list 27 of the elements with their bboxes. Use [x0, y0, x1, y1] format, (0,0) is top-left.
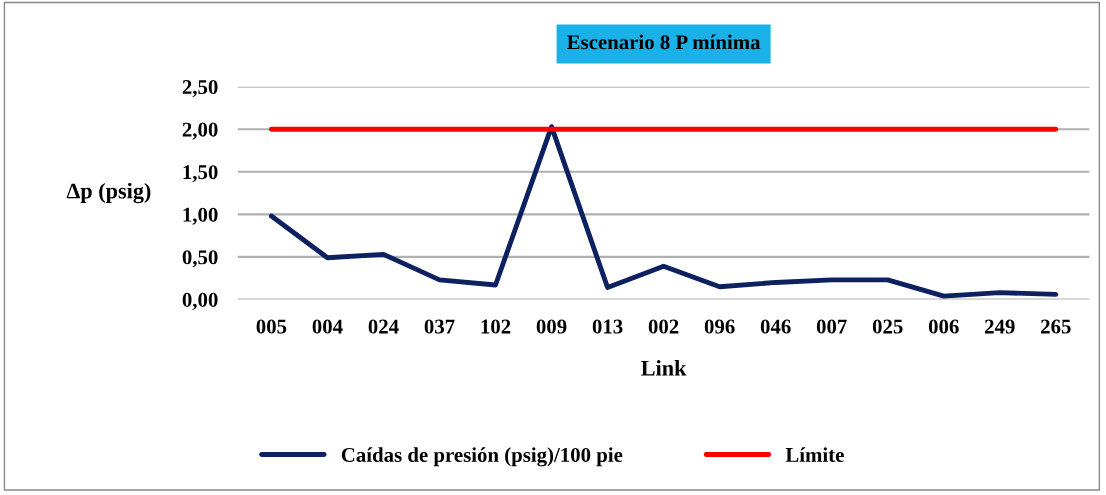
x-tick-label: 096	[704, 319, 735, 334]
line-series	[268, 124, 1059, 299]
x-tick-label: 249	[985, 319, 1015, 334]
x-tick-label: 013	[592, 319, 623, 334]
x-tick-label: 025	[872, 319, 903, 334]
legend-label: Caídas de presión (psig)/100 pie	[341, 447, 623, 467]
y-tick-label: 0,00	[182, 292, 218, 310]
y-tick-label: 1,50	[183, 165, 218, 183]
x-tick-label: 007	[816, 319, 847, 334]
y-tick-label: 2,50	[182, 80, 218, 98]
x-tick-label: 006	[928, 319, 959, 334]
x-tick-label: 024	[368, 319, 399, 334]
legend-label: Límite	[785, 447, 844, 462]
x-axis-title: Link	[641, 360, 687, 376]
x-tick-label: 004	[312, 319, 343, 334]
chart-title: Escenario 8 P mínima	[567, 34, 761, 50]
x-tick-label: 002	[648, 319, 679, 334]
x-tick-label: 005	[256, 319, 287, 334]
x-tick-label: 009	[536, 319, 567, 334]
x-tick-label: 265	[1041, 319, 1071, 334]
y-tick-label: 1,00	[183, 207, 218, 225]
x-tick-label: 102	[481, 319, 511, 334]
y-tick-label: 0,50	[182, 250, 218, 268]
y-axis-title: Δp (psig)	[66, 182, 151, 204]
y-tick-label: 2,00	[182, 122, 218, 140]
x-tick-label: 046	[760, 319, 791, 334]
x-tick-label: 037	[424, 319, 455, 334]
